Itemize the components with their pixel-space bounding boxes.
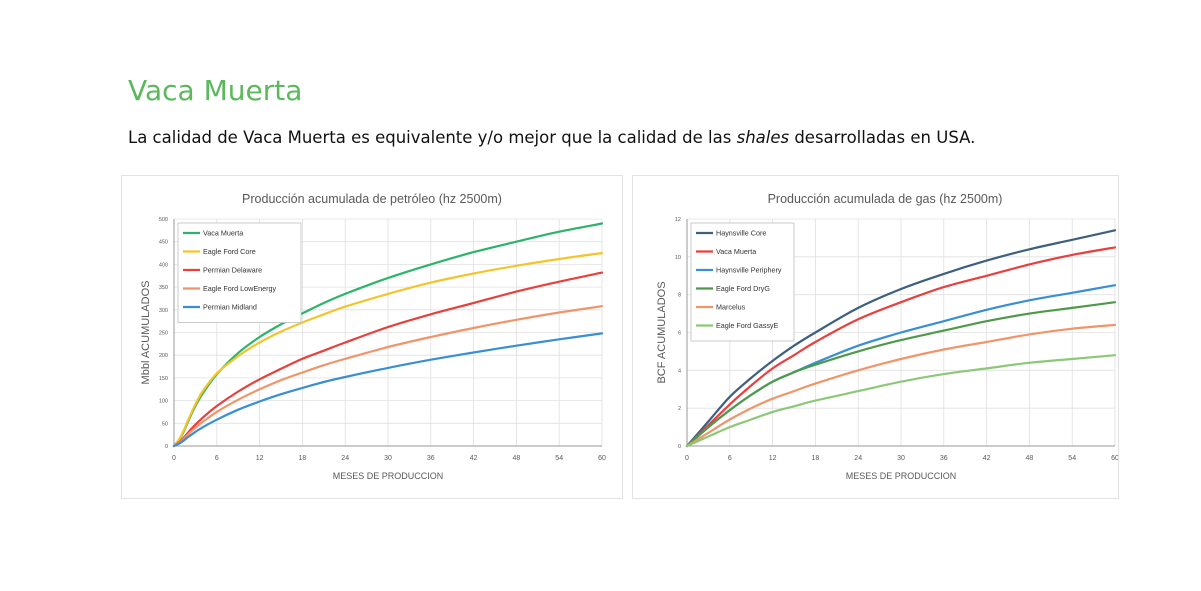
oil-production-chart-panel: Producción acumulada de petróleo (hz 250… — [121, 175, 623, 499]
legend-label-eagle-ford-gassye: Eagle Ford GassyE — [716, 321, 779, 330]
x-tick-label: 0 — [172, 455, 176, 462]
chart-legend: Vaca Muerta Eagle Ford Core Permian Delawa… — [177, 222, 302, 323]
series-line-vaca-muerta — [685, 246, 1117, 448]
series-line-eagle-ford-core — [172, 252, 604, 448]
x-axis-label: MESES DE PRODUCCION — [333, 471, 444, 481]
page-subtitle: La calidad de Vaca Muerta es equivalente… — [128, 128, 975, 147]
x-tick-label: 42 — [983, 455, 991, 462]
series-line-marcelus — [685, 323, 1117, 448]
series-line-eagle-ford-lowenergy — [172, 305, 604, 448]
x-tick-label: 60 — [598, 455, 606, 462]
legend-box — [690, 222, 795, 342]
y-tick-label: 100 — [159, 399, 168, 405]
x-tick-label: 36 — [427, 455, 435, 462]
chart-title: Producción acumulada de gas (hz 2500m) — [768, 192, 1003, 206]
page-title: Vaca Muerta — [128, 74, 303, 107]
y-axis-label: BCF ACUMULADOS — [656, 281, 668, 383]
legend-label-permian-delaware: Permian Delaware — [203, 266, 262, 275]
gas-production-chart: Producción acumulada de gas (hz 2500m) 0 6… — [656, 192, 1118, 481]
y-tick-label: 500 — [159, 217, 168, 223]
x-tick-label: 60 — [1111, 455, 1118, 462]
y-tick-label: 400 — [159, 262, 168, 268]
y-tick-label: 0 — [678, 444, 681, 450]
y-tick-label: 2 — [678, 406, 681, 412]
subtitle-text-post: desarrolladas en USA. — [789, 128, 976, 147]
oil-production-chart: Producción acumulada de petróleo (hz 250… — [140, 192, 606, 481]
y-tick-label: 450 — [159, 240, 168, 246]
legend-label-permian-midland: Permian Midland — [203, 303, 257, 312]
x-tick-label: 18 — [812, 455, 820, 462]
y-tick-label: 0 — [165, 444, 168, 450]
y-tick-label: 6 — [678, 331, 681, 337]
legend-label-haynsville-periphery: Haynsville Periphery — [716, 266, 782, 275]
legend-label-haynsville-core: Haynsville Core — [716, 229, 766, 238]
legend-label-vaca-muerta: Vaca Muerta — [716, 247, 756, 256]
legend-label-vaca-muerta: Vaca Muerta — [203, 229, 243, 238]
gas-production-chart-panel: Producción acumulada de gas (hz 2500m) 0 6… — [632, 175, 1119, 499]
chart-legend: Haynsville Core Vaca Muerta Haynsville Per… — [690, 222, 795, 342]
chart-title: Producción acumulada de petróleo (hz 250… — [242, 192, 502, 206]
x-tick-label: 36 — [940, 455, 948, 462]
y-tick-label: 50 — [162, 421, 168, 427]
legend-label-eagle-ford-core: Eagle Ford Core — [203, 247, 256, 256]
y-tick-label: 300 — [159, 308, 168, 314]
x-tick-label: 42 — [470, 455, 478, 462]
series-line-eagle-ford-dryg — [685, 301, 1117, 448]
series-line-permian-delaware — [172, 271, 604, 448]
x-tick-label: 48 — [513, 455, 521, 462]
x-tick-label: 0 — [685, 455, 689, 462]
x-tick-label: 30 — [897, 455, 905, 462]
y-tick-label: 4 — [678, 368, 681, 374]
y-axis-label: Mbbl ACUMULADOS — [140, 281, 152, 385]
x-tick-label: 24 — [341, 455, 349, 462]
x-axis-label: MESES DE PRODUCCION — [846, 471, 957, 481]
legend-label-marcelus: Marcelus — [716, 303, 746, 312]
y-tick-label: 200 — [159, 353, 168, 359]
legend-label-eagle-ford-dryg: Eagle Ford DryG — [716, 284, 770, 293]
subtitle-text-pre: La calidad de Vaca Muerta es equivalente… — [128, 128, 737, 147]
x-tick-label: 12 — [769, 455, 777, 462]
y-tick-label: 250 — [159, 331, 168, 337]
y-tick-label: 150 — [159, 376, 168, 382]
x-tick-label: 54 — [1068, 455, 1076, 462]
y-tick-label: 12 — [675, 217, 681, 223]
x-tick-label: 30 — [384, 455, 392, 462]
series-line-permian-midland — [172, 332, 604, 448]
series-line-eagle-ford-gassye — [685, 354, 1117, 448]
x-tick-label: 48 — [1026, 455, 1034, 462]
x-tick-label: 6 — [215, 455, 219, 462]
x-tick-label: 24 — [854, 455, 862, 462]
x-tick-label: 6 — [728, 455, 732, 462]
x-tick-label: 12 — [256, 455, 264, 462]
series-line-haynsville-core — [685, 229, 1117, 448]
legend-label-eagle-ford-lowenergy: Eagle Ford LowEnergy — [203, 284, 277, 293]
x-tick-label: 18 — [299, 455, 307, 462]
y-tick-label: 10 — [675, 255, 681, 261]
y-tick-label: 350 — [159, 285, 168, 291]
x-tick-label: 54 — [555, 455, 563, 462]
subtitle-text-em: shales — [736, 128, 790, 147]
y-tick-label: 8 — [678, 293, 681, 299]
